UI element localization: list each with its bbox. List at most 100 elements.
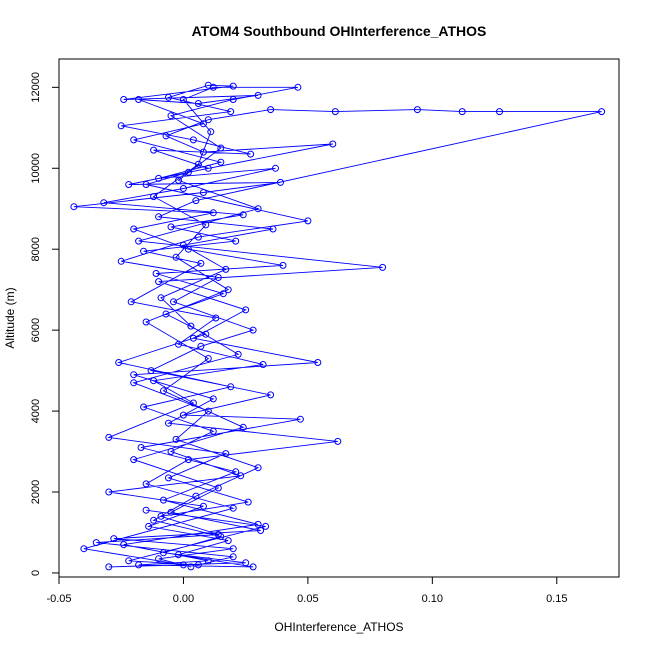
y-tick-label: 2000 <box>30 480 42 504</box>
data-point <box>314 359 322 366</box>
data-point <box>199 189 207 196</box>
data-point <box>234 350 242 358</box>
data-point <box>152 270 160 277</box>
data-point <box>224 286 232 294</box>
data-point <box>204 355 212 362</box>
series-line <box>73 84 602 568</box>
data-point <box>147 367 155 375</box>
data-point <box>229 545 237 553</box>
x-tick-label: 0.05 <box>297 593 318 605</box>
data-point <box>204 557 212 565</box>
data-point <box>202 221 210 229</box>
x-axis: -0.05 0.00 0.05 0.10 0.15 <box>46 576 567 605</box>
data-point <box>105 488 113 496</box>
data-point <box>229 553 237 561</box>
data-point <box>269 225 277 233</box>
data-point <box>247 150 255 158</box>
data-point <box>217 144 225 152</box>
data-point <box>197 342 205 350</box>
data-point <box>150 193 158 201</box>
data-point <box>209 209 217 217</box>
data-point <box>254 520 262 528</box>
plot-frame <box>58 58 620 578</box>
data-point <box>296 415 304 423</box>
data-point <box>135 561 143 569</box>
data-point <box>175 176 182 184</box>
data-point <box>202 330 210 338</box>
data-point <box>160 387 167 395</box>
data-point <box>117 257 125 265</box>
data-point <box>212 314 220 322</box>
data-point <box>194 233 202 241</box>
data-point <box>189 334 197 342</box>
data-point <box>204 81 212 89</box>
y-axis-label: Altitude (m) <box>3 287 17 348</box>
data-point <box>130 136 138 144</box>
data-point <box>155 278 163 286</box>
data-point <box>304 217 312 225</box>
data-point <box>70 203 78 211</box>
data-point <box>130 371 138 379</box>
data-point <box>224 537 232 545</box>
data-point <box>80 545 88 553</box>
data-point <box>199 120 207 128</box>
data-point <box>184 456 192 464</box>
data-point <box>267 106 275 114</box>
data-point <box>232 237 240 245</box>
data-point <box>204 164 212 172</box>
data-point <box>162 132 170 140</box>
data-point <box>150 516 158 524</box>
data-point <box>194 160 202 168</box>
data-point <box>142 318 150 326</box>
data-point <box>187 322 195 330</box>
data-point <box>150 146 158 154</box>
data-point <box>214 531 222 538</box>
data-point <box>279 261 287 269</box>
data-point <box>194 100 202 107</box>
data-point <box>165 93 172 101</box>
data-point <box>155 555 163 563</box>
data-point <box>165 419 172 427</box>
data-point <box>172 435 180 443</box>
x-tick-label: 0.00 <box>173 593 194 605</box>
data-point <box>227 383 235 391</box>
data-point <box>155 174 163 182</box>
data-point <box>199 502 207 510</box>
data-point <box>175 551 182 559</box>
data-point <box>117 122 125 130</box>
data-point <box>179 561 187 569</box>
data-point <box>179 411 187 419</box>
data-point <box>135 237 143 245</box>
data-point <box>140 247 148 255</box>
y-tick-label: 10000 <box>30 153 42 184</box>
data-point <box>329 140 337 148</box>
data-point <box>598 108 606 116</box>
data-point <box>334 437 342 445</box>
data-point <box>209 395 217 403</box>
data-point <box>155 213 163 221</box>
data-point <box>142 480 150 488</box>
data-point <box>175 340 182 348</box>
data-point <box>137 444 145 451</box>
data-point <box>379 263 387 271</box>
data-point <box>219 290 227 298</box>
data-point <box>209 427 217 435</box>
data-point <box>194 561 202 569</box>
data-point <box>120 96 128 103</box>
y-tick-label: 0 <box>30 570 42 576</box>
data-point <box>157 512 165 520</box>
data-point <box>217 158 225 166</box>
data-point <box>125 181 133 188</box>
data-point <box>229 96 237 103</box>
data-point <box>160 549 167 557</box>
data-point <box>145 522 153 530</box>
data-point <box>142 181 150 188</box>
data-point <box>170 298 177 306</box>
data-point <box>222 265 230 273</box>
data-point <box>140 403 148 411</box>
data-point <box>115 359 123 366</box>
data-point <box>100 199 108 207</box>
data-point <box>179 185 187 192</box>
data-point <box>257 527 265 534</box>
data-point <box>232 468 240 476</box>
